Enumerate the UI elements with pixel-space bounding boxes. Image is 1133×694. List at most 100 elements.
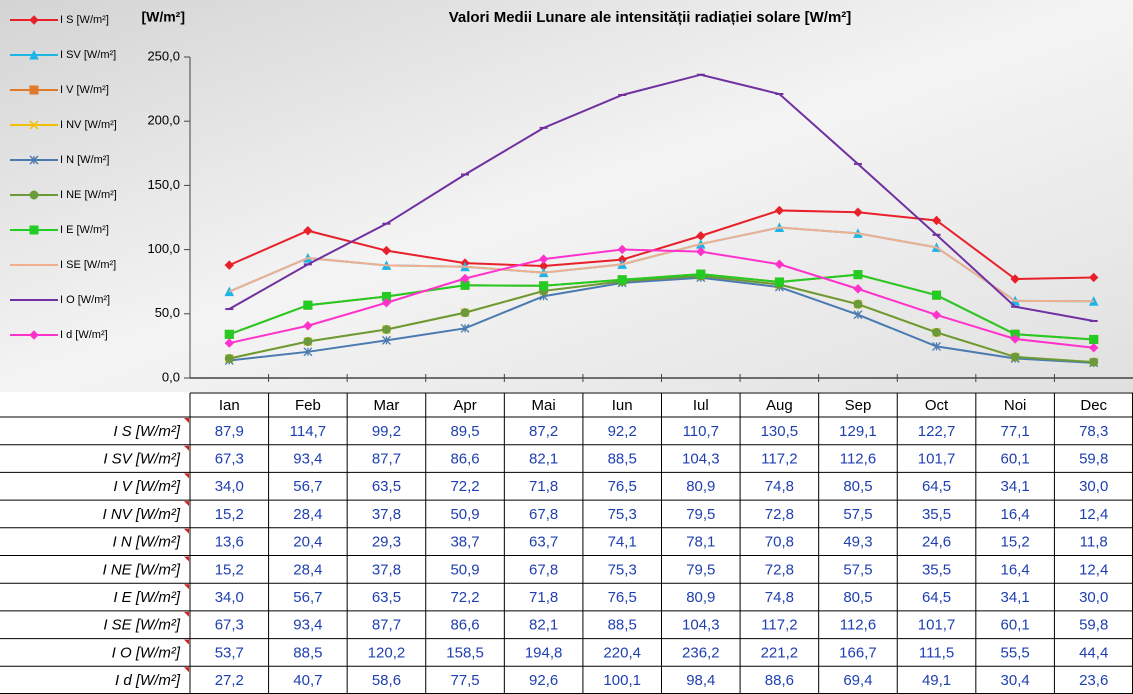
- point-marker: [460, 308, 470, 318]
- point-marker: [931, 310, 942, 320]
- table-header: Mar: [374, 397, 400, 414]
- table-cell: 29,3: [372, 534, 401, 551]
- y-tick-label: 150,0: [147, 177, 180, 192]
- series-line: [228, 73, 1094, 322]
- table-cell: 72,2: [450, 478, 479, 495]
- table-cell: 78,3: [1079, 423, 1108, 440]
- legend-marker: [29, 85, 39, 95]
- legend-label: I S [W/m²]: [60, 14, 109, 26]
- table-row-label: I SE [W/m²]: [103, 617, 180, 634]
- point-marker: [1010, 274, 1020, 284]
- table-row-label: I NE [W/m²]: [103, 561, 181, 578]
- legend-label: I V [W/m²]: [60, 84, 109, 96]
- legend-marker: [29, 15, 39, 25]
- table-cell: 99,2: [372, 423, 401, 440]
- point-marker: [853, 284, 863, 294]
- table-cell: 166,7: [839, 644, 877, 661]
- table-cell: 80,9: [686, 589, 715, 606]
- table-cell: 129,1: [839, 423, 877, 440]
- point-marker: [303, 347, 313, 357]
- point-marker: [853, 310, 863, 320]
- table-cell: 86,6: [450, 617, 479, 634]
- point-marker: [381, 245, 392, 256]
- table-cell: 194,8: [525, 644, 563, 661]
- table-cell: 236,2: [682, 644, 720, 661]
- series-line: [229, 274, 1094, 364]
- table-cell: 12,4: [1079, 506, 1108, 523]
- table-cell: 64,5: [922, 478, 951, 495]
- table-header: Iul: [693, 397, 709, 414]
- point-marker: [932, 341, 942, 351]
- table-header: Mai: [532, 397, 556, 414]
- table-row-label: I N [W/m²]: [113, 534, 181, 551]
- table-cell: 88,6: [765, 672, 794, 689]
- table-cell: 88,5: [608, 451, 637, 468]
- comment-flag: [184, 418, 189, 423]
- series-line: [228, 209, 1094, 281]
- point-marker: [1089, 342, 1099, 353]
- table-cell: 71,8: [529, 589, 558, 606]
- table-cell: 53,7: [215, 644, 244, 661]
- table-cell: 79,5: [686, 561, 715, 578]
- table-cell: 50,9: [450, 561, 479, 578]
- legend-label: I d [W/m²]: [60, 329, 108, 341]
- chart-title: Valori Medii Lunare ale intensității rad…: [449, 9, 852, 26]
- table-cell: 64,5: [922, 589, 951, 606]
- table-cell: 49,3: [843, 534, 872, 551]
- table-cell: 71,8: [529, 478, 558, 495]
- table-cell: 50,9: [450, 506, 479, 523]
- table-cell: 15,2: [1001, 534, 1030, 551]
- table-cell: 35,5: [922, 561, 951, 578]
- point-marker: [696, 246, 706, 257]
- table-cell: 67,8: [529, 561, 558, 578]
- table-header: Ian: [219, 397, 240, 414]
- table-cell: 56,7: [293, 478, 322, 495]
- table-cell: 72,8: [765, 506, 794, 523]
- table-cell: 59,8: [1079, 617, 1108, 634]
- point-marker: [381, 324, 391, 334]
- table-cell: 101,7: [918, 451, 956, 468]
- table-cell: 110,7: [683, 423, 719, 440]
- legend-marker: [29, 190, 39, 200]
- point-marker: [774, 277, 784, 287]
- table-cell: 63,5: [372, 478, 401, 495]
- point-marker: [381, 335, 391, 345]
- table-cell: 112,6: [840, 617, 876, 634]
- table-cell: 34,1: [1001, 478, 1030, 495]
- table-cell: 117,2: [761, 451, 797, 468]
- series-line: [229, 248, 1094, 349]
- table-cell: 112,6: [840, 451, 876, 468]
- table-cell: 70,8: [765, 534, 794, 551]
- legend-label: I O [W/m²]: [60, 294, 110, 306]
- y-tick-label: 0,0: [162, 369, 180, 384]
- table-header: Dec: [1080, 397, 1107, 414]
- table-cell: 28,4: [293, 506, 322, 523]
- y-tick-label: 50,0: [155, 305, 180, 320]
- comment-flag: [184, 611, 189, 617]
- point-marker: [303, 321, 313, 331]
- table-cell: 74,8: [765, 589, 794, 606]
- chart-background: [0, 0, 1133, 392]
- table-header: Sep: [845, 397, 872, 414]
- table-cell: 87,2: [529, 423, 558, 440]
- point-marker: [224, 338, 234, 348]
- legend-marker: [29, 155, 39, 165]
- table-cell: 57,5: [843, 506, 872, 523]
- point-marker: [224, 329, 234, 339]
- legend-label: I SE [W/m²]: [60, 259, 116, 271]
- table-cell: 76,5: [608, 478, 637, 495]
- table-cell: 130,5: [761, 423, 799, 440]
- point-marker: [224, 260, 234, 270]
- table-cell: 93,4: [293, 617, 322, 634]
- point-marker: [853, 299, 863, 309]
- table-cell: 77,1: [1001, 423, 1030, 440]
- table-cell: 30,0: [1079, 589, 1108, 606]
- y-tick-label: 100,0: [147, 241, 180, 256]
- table-cell: 30,0: [1079, 478, 1108, 495]
- table-cell: 13,6: [215, 534, 244, 551]
- table-cell: 79,5: [686, 506, 715, 523]
- point-marker: [539, 281, 549, 291]
- point-marker: [303, 337, 313, 347]
- table-cell: 16,4: [1001, 506, 1030, 523]
- point-marker: [1089, 357, 1099, 367]
